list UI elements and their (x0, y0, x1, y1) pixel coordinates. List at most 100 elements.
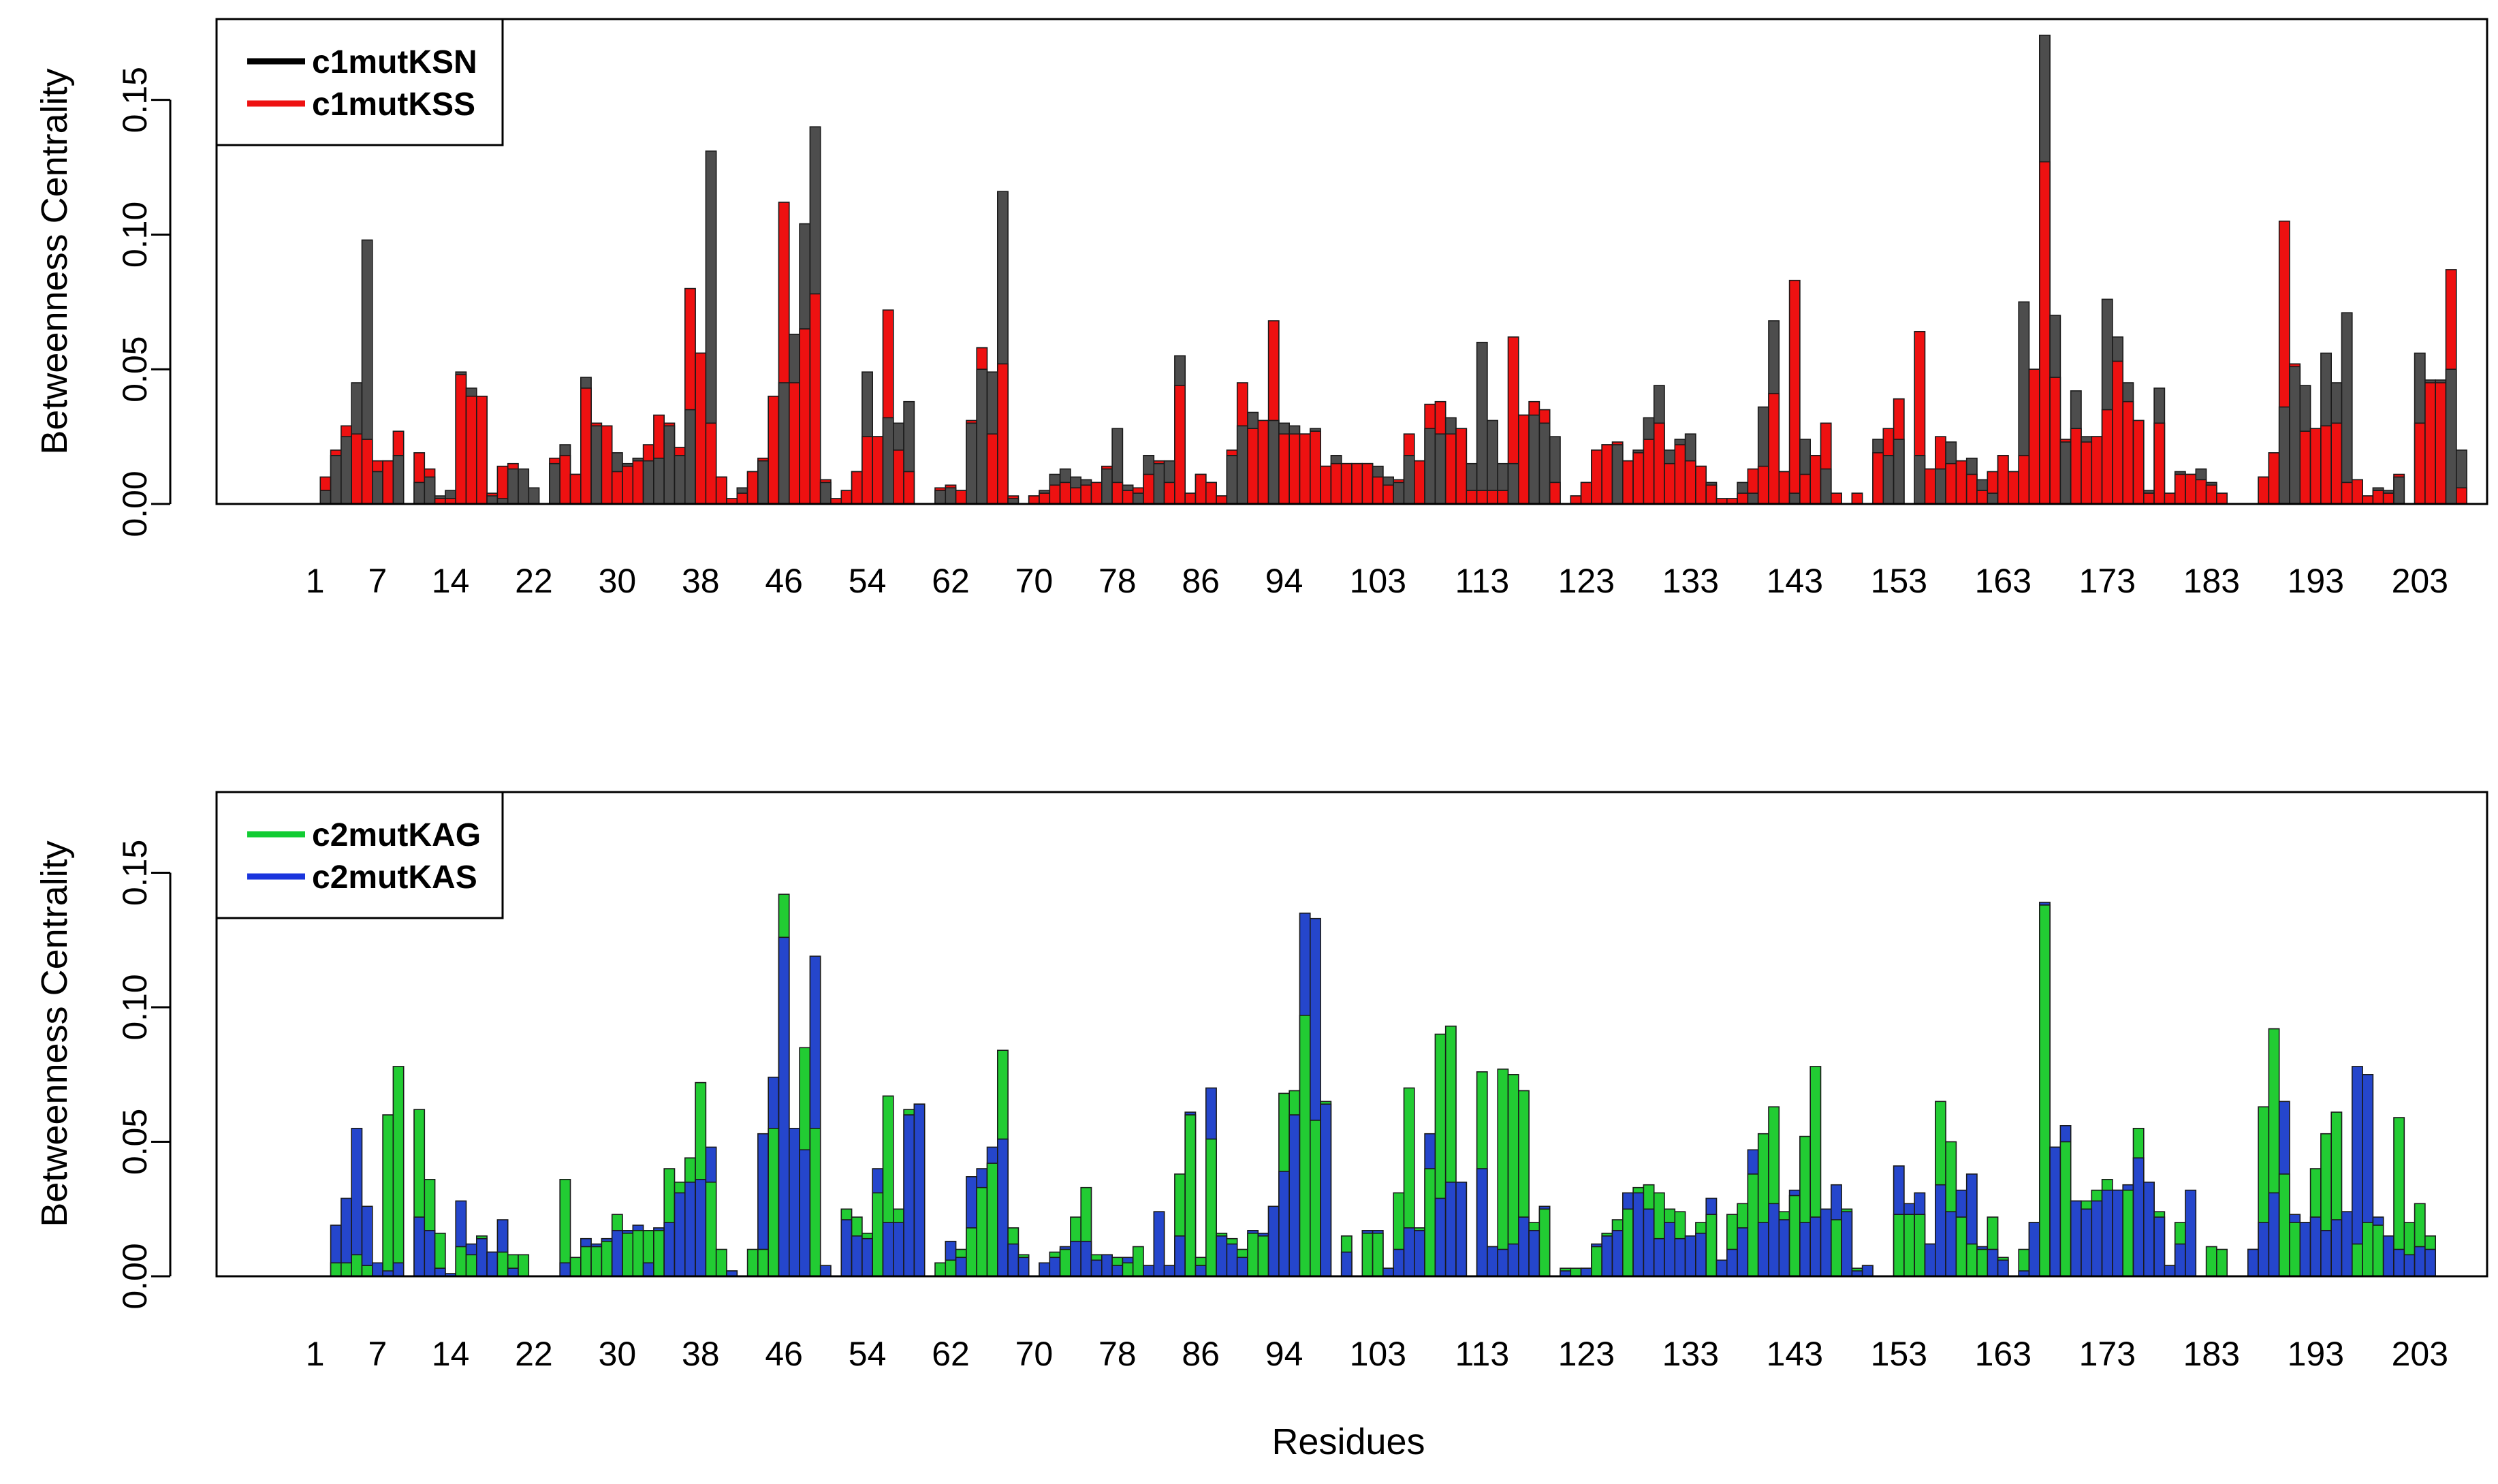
bar-c1mutKSS-57 (893, 449, 904, 505)
bar-c1mutKSS-92 (1257, 420, 1269, 505)
bar-c1mutKSS-170 (2070, 428, 2082, 505)
bar-c1mutKSS-113 (1476, 490, 1488, 505)
bar-c1mutKSN-46 (778, 382, 790, 505)
bar-c2mutKAG-147 (1831, 1219, 1842, 1277)
bar-c2mutKAG-64 (966, 1227, 978, 1277)
bar-c2mutKAS-162 (1987, 1248, 1999, 1277)
bar-c2mutKAS-202 (2403, 1254, 2416, 1277)
bar-c2mutKAG-73 (1059, 1248, 1071, 1277)
bar-c1mutKSS-203 (2414, 422, 2426, 505)
bar-c2mutKAS-138 (1737, 1227, 1749, 1277)
bar-c2mutKAS-84 (1174, 1235, 1186, 1277)
bar-c2mutKAG-153 (1893, 1214, 1905, 1277)
bar-c1mutKSS-31 (622, 465, 634, 505)
bar-c1mutKSS-149 (1851, 492, 1863, 505)
bar-c1mutKSN-146 (1820, 468, 1832, 505)
bar-c2mutKAS-180 (2174, 1243, 2186, 1277)
bar-c1mutKSS-163 (1997, 454, 2009, 505)
bar-c1mutKSS-78 (1111, 481, 1124, 505)
bar-c1mutKSS-99 (1330, 462, 1342, 505)
bar-c1mutKSS-117 (1518, 414, 1530, 505)
bar-c1mutKSS-120 (1549, 481, 1561, 505)
bar-c2mutKAS-114 (1487, 1246, 1498, 1277)
bar-c2mutKAG-27 (580, 1246, 592, 1277)
bar-c2mutKAS-17 (475, 1237, 488, 1277)
legend-label-c2mutKAS: c2mutKAS (312, 859, 477, 896)
bar-c1mutKSS-194 (2320, 425, 2332, 505)
bar-c1mutKSS-111 (1455, 428, 1468, 505)
bar-c1mutKSS-123 (1580, 481, 1592, 505)
bar-c2mutKAG-198 (2362, 1222, 2374, 1277)
x-tick-label: 203 (2392, 1335, 2448, 1373)
bar-c1mutKSS-200 (2382, 492, 2394, 505)
bar-c1mutKSS-143 (1788, 279, 1801, 505)
bar-c1mutKSS-72 (1049, 484, 1061, 505)
bar-c1mutKSS-54 (861, 436, 874, 505)
bar-c1mutKSS-124 (1591, 449, 1602, 505)
bar-c2mutKAS-69 (1017, 1257, 1030, 1277)
x-tick-label: 103 (1350, 1335, 1406, 1373)
bar-c1mutKSN-116 (1507, 462, 1519, 505)
bar-c2mutKAS-187 (2247, 1248, 2259, 1277)
bar-c1mutKSS-73 (1059, 481, 1071, 505)
bar-c2mutKAG-49 (809, 1128, 821, 1277)
bar-c1mutKSN-3 (330, 454, 342, 505)
bar-c2mutKAG-80 (1132, 1246, 1144, 1277)
bar-c2mutKAS-144 (1799, 1222, 1811, 1277)
bar-c2mutKAG-6 (361, 1265, 373, 1277)
bar-c2mutKAS-130 (1653, 1237, 1665, 1277)
bar-c1mutKSS-165 (2018, 454, 2030, 505)
x-tick-label: 78 (1098, 1335, 1137, 1373)
bar-c1mutKSS-84 (1174, 385, 1186, 505)
bar-c2mutKAG-55 (872, 1192, 884, 1277)
bar-c2mutKAS-128 (1632, 1192, 1645, 1277)
y-tick-label: 0.15 (116, 840, 154, 906)
bar-c1mutKSN-126 (1611, 444, 1624, 505)
x-tick-label: 123 (1558, 562, 1615, 600)
bar-c2mutKAS-78 (1111, 1265, 1124, 1277)
bar-c2mutKAG-21 (518, 1254, 530, 1277)
bar-c2mutKAG-159 (1955, 1216, 1967, 1277)
bar-c2mutKAS-47 (789, 1128, 800, 1277)
bar-c1mutKSN-36 (674, 454, 686, 505)
bar-c1mutKSS-76 (1090, 481, 1103, 505)
bar-c2mutKAS-109 (1434, 1197, 1446, 1277)
x-tick-label: 133 (1662, 1335, 1719, 1373)
bar-c1mutKSS-176 (2132, 420, 2145, 505)
bar-c1mutKSS-85 (1184, 492, 1197, 505)
bar-c1mutKSS-81 (1143, 473, 1155, 505)
x-tick-label: 163 (1975, 562, 2031, 600)
bar-c1mutKSN-93 (1267, 420, 1280, 505)
bar-c2mutKAS-136 (1716, 1259, 1728, 1277)
bar-c1mutKSS-29 (601, 425, 613, 505)
bar-c2mutKAS-203 (2414, 1246, 2426, 1277)
y-tick-label: 0.10 (116, 974, 154, 1040)
bar-c1mutKSS-166 (2028, 368, 2040, 505)
bar-c1mutKSS-131 (1664, 462, 1676, 505)
bar-c2mutKAG-16 (465, 1254, 477, 1277)
bar-c2mutKAS-170 (2070, 1200, 2082, 1277)
bar-c2mutKAS-100 (1340, 1251, 1353, 1277)
bar-c1mutKSS-15 (455, 374, 467, 505)
bar-c1mutKSN-56 (882, 417, 894, 505)
bar-c2mutKAS-105 (1393, 1248, 1405, 1277)
legend-label-c1mutKSS: c1mutKSS (312, 86, 475, 123)
bar-c2mutKAS-137 (1726, 1248, 1738, 1277)
bar-c1mutKSN-106 (1403, 454, 1415, 505)
x-tick-label: 1 (306, 1335, 325, 1373)
bar-c1mutKSS-161 (1976, 490, 1989, 505)
bar-c2mutKAS-9 (392, 1262, 405, 1277)
bar-c1mutKSS-159 (1955, 460, 1967, 505)
y-tick-label: 0.05 (116, 1109, 154, 1175)
bar-c2mutKAS-196 (2341, 1211, 2353, 1277)
x-tick-label: 70 (1015, 562, 1054, 600)
x-tick-label: 7 (368, 1335, 387, 1373)
bar-c2mutKAG-127 (1622, 1208, 1634, 1277)
bar-c2mutKAS-126 (1611, 1230, 1624, 1277)
bar-c2mutKAS-118 (1528, 1230, 1540, 1277)
bar-c1mutKSS-8 (382, 460, 394, 505)
bar-c2mutKAG-160 (1965, 1243, 1978, 1277)
x-tick-label: 173 (2079, 1335, 2136, 1373)
